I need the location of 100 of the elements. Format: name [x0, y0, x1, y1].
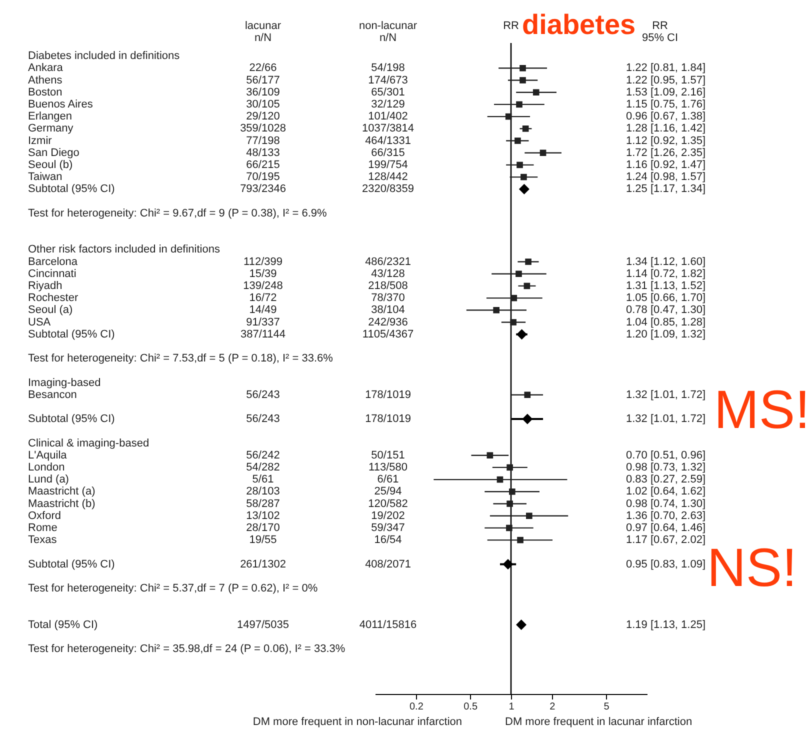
y-tick-label: San Diego [28, 146, 80, 159]
data-label: 1.72 [1.26, 2.35] [626, 146, 706, 159]
text: 5/61 [252, 474, 274, 486]
y-tick-label: Lund (a) [28, 474, 69, 486]
y-tick-label: Subtotal (95% CI) [28, 328, 115, 340]
text: 29/120 [246, 110, 280, 123]
y-tick-label: Riyadh [28, 280, 62, 292]
data-label: 1.36 [0.70, 2.63] [626, 510, 706, 522]
data-label: 1.22 [0.81, 1.84] [626, 62, 706, 74]
data-label: 0.96 [0.67, 1.38] [626, 110, 706, 123]
y-tick-label: Subtotal (95% CI) [28, 413, 115, 426]
y-tick-label: Other risk factors included in definitions [28, 244, 220, 256]
text: 16/72 [249, 292, 277, 304]
data-label: 0.98 [0.73, 1.32] [626, 461, 706, 474]
data-label: 1.17 [0.67, 2.02] [626, 534, 706, 546]
annotation: 486/2321 [365, 256, 411, 268]
text: 387/1144 [240, 328, 286, 340]
data-label: 1.04 [0.85, 1.28] [626, 316, 706, 328]
annotation: 120/582 [368, 498, 408, 510]
annotation: 50/151 [371, 449, 405, 462]
point [524, 392, 531, 398]
annotation: 2320/8359 [362, 183, 414, 196]
text: 359/1028 [240, 122, 286, 135]
data-label: 1.24 [0.98, 1.57] [626, 171, 706, 184]
annotation: 1.19 [1.13, 1.25] [626, 618, 706, 631]
data-label: 1.02 [0.64, 1.62] [626, 486, 706, 498]
annotation: 66/315 [371, 146, 405, 159]
text: 66/215 [246, 158, 280, 171]
text: 36/109 [246, 86, 280, 98]
y-tick-label: Imaging-based [28, 376, 101, 389]
annotation: 1.32 [1.01, 1.72] [626, 413, 706, 426]
annotation: 59/347 [371, 522, 405, 534]
point [520, 174, 527, 180]
annotation: 32/129 [371, 98, 405, 110]
x-tick-label: 1 [508, 702, 515, 712]
annotation: 101/402 [368, 110, 408, 123]
x-tick-label: 0.2 [409, 702, 424, 712]
annotation: 1.20 [1.09, 1.32] [626, 328, 706, 340]
y-tick-label: Seoul (a) [28, 304, 73, 316]
data-label: 1.15 [0.75, 1.76] [626, 98, 706, 110]
annotation: 178/1019 [365, 413, 411, 426]
data-label: 1.05 [0.66, 1.70] [626, 292, 706, 304]
text: 261/1302 [240, 558, 286, 570]
annotation: 16/54 [374, 534, 402, 546]
point [522, 125, 529, 132]
y-tick-label: Ankara [28, 62, 64, 74]
point [516, 270, 522, 278]
y-tick-label: Subtotal (95% CI) [28, 558, 115, 570]
text: 70/195 [246, 171, 280, 184]
y-tick-label: Taiwan [28, 171, 62, 184]
text: RR [503, 20, 519, 32]
y-tick-label: Total (95% CI) [28, 618, 98, 631]
text: 56/242 [246, 449, 280, 462]
y-tick-label: Maastricht (b) [28, 498, 96, 510]
point [516, 162, 523, 168]
y-tick-label: Clinical & imaging-based [28, 437, 150, 450]
data-label: 1.53 [1.09, 2.16] [626, 86, 706, 98]
data-label: 0.98 [0.74, 1.30] [626, 498, 706, 510]
y-tick-label: Izmir [28, 134, 52, 147]
y-tick-label: Maastricht (a) [28, 486, 96, 498]
point [525, 258, 532, 265]
annotation: 43/128 [371, 268, 405, 280]
y-tick-label: Texas [28, 534, 58, 546]
x-tick-label: 0.5 [464, 702, 478, 712]
text: 48/133 [246, 146, 280, 159]
data-label: 1.12 [0.92, 1.35] [626, 134, 706, 147]
text: 77/198 [246, 134, 280, 147]
point [506, 464, 513, 471]
annotation: 174/673 [368, 74, 408, 86]
annotation: 4011/15816 [359, 618, 417, 631]
text: 28/103 [246, 486, 280, 498]
y-tick-label: Barcelona [28, 256, 78, 268]
y-tick-label: Germany [28, 122, 74, 135]
text: lacunar n/N [244, 20, 282, 44]
annotation: 0.95 [0.83, 1.09] [626, 558, 706, 570]
annotation: 242/936 [368, 316, 408, 328]
y-tick-label: Test for heterogeneity: Chi² = 7.53,df = 5 (P = 0.18), I² = 33.6% [28, 352, 334, 365]
annotation: 113/580 [368, 461, 408, 474]
text: 91/337 [246, 316, 280, 328]
y-tick-label: Cincinnati [28, 268, 76, 280]
text: diabetes [522, 9, 636, 40]
data-label: 1.32 [1.01, 1.72] [626, 388, 706, 401]
text: 56/243 [246, 413, 280, 426]
point [516, 329, 528, 340]
y-tick-label: Athens [28, 74, 63, 86]
point [526, 512, 532, 520]
annotation: 218/508 [368, 280, 408, 292]
data-label: 0.70 [0.51, 0.96] [626, 449, 706, 462]
annotation: 1.25 [1.17, 1.34] [626, 183, 706, 196]
point [506, 524, 512, 532]
y-tick-label: USA [28, 316, 52, 328]
text: 14/49 [249, 304, 277, 316]
point [517, 536, 524, 544]
y-tick-label: Rome [28, 522, 58, 534]
point [505, 113, 512, 120]
y-tick-label: Oxford [28, 510, 62, 522]
data-label: 1.34 [1.12, 1.60] [626, 256, 706, 268]
point [506, 500, 513, 507]
data-label: 0.97 [0.64, 1.46] [626, 522, 706, 534]
x-tick-label: 2 [550, 702, 556, 712]
